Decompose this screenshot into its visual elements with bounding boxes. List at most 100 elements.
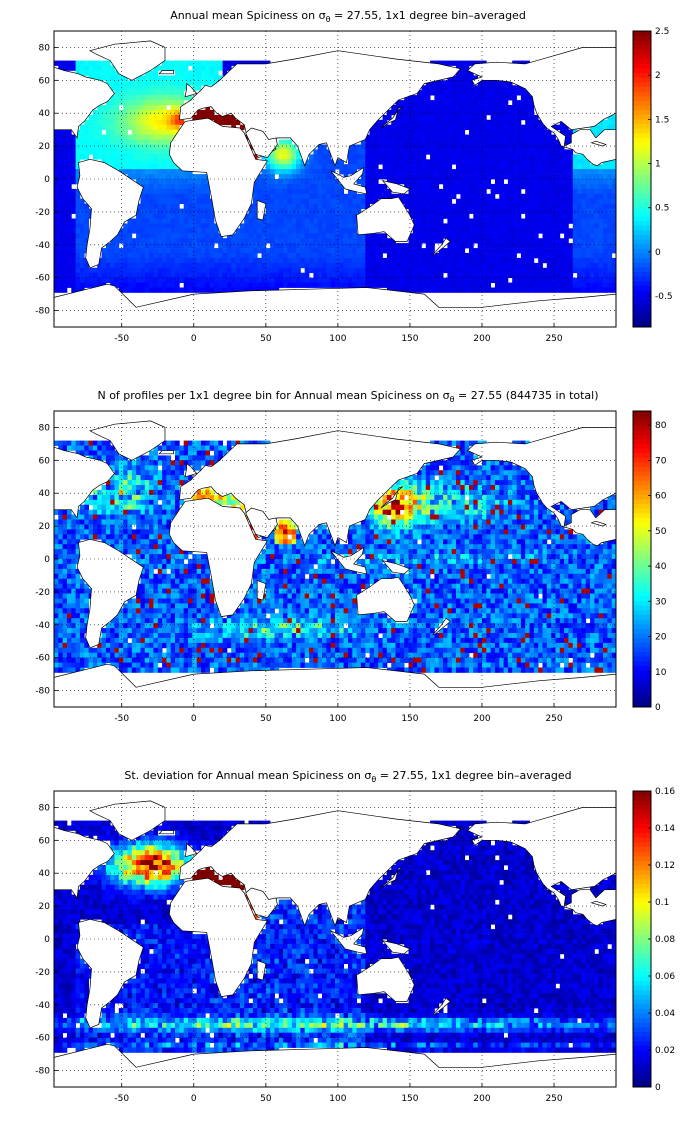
heatmap-cell <box>339 253 344 259</box>
heatmap-cell <box>270 183 275 190</box>
heatmap-cell <box>201 257 206 264</box>
heatmap-cell <box>192 60 197 66</box>
heatmap-cell <box>447 105 453 111</box>
heatmap-cell <box>274 208 280 214</box>
heatmap-cell <box>123 262 128 269</box>
heatmap-cell <box>408 208 414 214</box>
heatmap-cell <box>460 228 466 234</box>
heatmap-cell <box>175 480 180 486</box>
heatmap-cell <box>581 193 587 200</box>
heatmap-cell <box>140 277 146 283</box>
heatmap-cell <box>516 174 522 180</box>
heatmap-cell <box>551 154 556 160</box>
heatmap-cell <box>118 85 124 91</box>
heatmap-cell <box>581 203 587 209</box>
heatmap-cell <box>430 218 435 224</box>
heatmap-cell <box>278 213 284 219</box>
heatmap-cell <box>252 208 258 214</box>
heatmap-cell <box>322 164 327 170</box>
heatmap-cell <box>460 494 466 501</box>
heatmap-cell <box>188 179 193 185</box>
heatmap-cell <box>473 129 478 135</box>
heatmap-cell <box>144 169 150 175</box>
heatmap-cell <box>71 144 76 150</box>
heatmap-cell <box>456 159 461 165</box>
heatmap-cell <box>447 144 453 150</box>
heatmap-cell <box>499 223 504 229</box>
heatmap-cell <box>248 262 254 269</box>
heatmap-cell <box>542 159 548 165</box>
heatmap-cell <box>443 193 448 200</box>
colorbar-segment <box>633 322 651 328</box>
heatmap-cell <box>296 198 301 204</box>
heatmap-cell <box>54 149 59 155</box>
heatmap-cell <box>157 287 163 293</box>
heatmap-cell <box>205 198 210 204</box>
heatmap-cell <box>464 233 470 239</box>
heatmap-cell <box>149 134 154 140</box>
heatmap-cell <box>559 238 565 244</box>
heatmap-cell <box>456 114 461 121</box>
heatmap-cell <box>313 277 319 283</box>
colorbar-segment <box>633 54 651 60</box>
heatmap-cell <box>559 164 565 170</box>
heatmap-cell <box>62 174 68 180</box>
heatmap-cell <box>244 233 249 239</box>
heatmap-cell <box>611 203 617 209</box>
heatmap-cell <box>542 174 548 180</box>
heatmap-cell <box>408 499 414 506</box>
heatmap-cell <box>157 193 163 200</box>
heatmap-cell <box>546 243 552 249</box>
heatmap-cell <box>365 267 370 274</box>
heatmap-cell <box>127 238 133 244</box>
heatmap-cell <box>309 183 314 190</box>
heatmap-cell <box>469 494 474 501</box>
heatmap-cell <box>166 218 172 224</box>
heatmap-cell <box>443 485 448 491</box>
heatmap-cell <box>157 154 163 160</box>
heatmap-cell <box>265 277 271 283</box>
heatmap-cell <box>503 188 509 195</box>
heatmap-cell <box>218 257 223 264</box>
heatmap-cell <box>438 223 444 229</box>
heatmap-cell <box>136 159 141 165</box>
heatmap-cell <box>75 450 81 456</box>
heatmap-cell <box>348 144 353 150</box>
heatmap-cell <box>136 100 141 106</box>
colorbar-segment <box>633 266 651 273</box>
heatmap-cell <box>464 90 470 96</box>
heatmap-cell <box>218 114 223 121</box>
heatmap-cell <box>477 465 483 471</box>
heatmap-cell <box>218 455 223 461</box>
heatmap-cell <box>525 100 530 106</box>
heatmap-cell <box>538 129 543 135</box>
heatmap-cell <box>257 272 262 278</box>
heatmap-cell <box>235 233 241 239</box>
heatmap-cell <box>244 218 249 224</box>
heatmap-cell <box>507 460 513 466</box>
heatmap-cell <box>477 223 483 229</box>
heatmap-cell <box>274 169 280 175</box>
heatmap-cell <box>192 243 197 249</box>
chart-title: Annual mean Spiciness on σθ = 27.55, 1x1… <box>170 9 526 24</box>
heatmap-cell <box>425 480 431 486</box>
heatmap-cell <box>144 119 150 126</box>
heatmap-cell <box>386 134 392 140</box>
heatmap-cell <box>326 228 332 234</box>
heatmap-cell <box>490 154 496 160</box>
heatmap-cell <box>170 95 176 101</box>
heatmap-cell <box>555 179 561 185</box>
heatmap-cell <box>175 257 180 264</box>
heatmap-cell <box>226 440 232 446</box>
heatmap-cell <box>360 154 366 160</box>
heatmap-cell <box>598 129 604 135</box>
heatmap-cell <box>300 203 306 209</box>
heatmap-cell <box>257 267 262 274</box>
heatmap-cell <box>101 489 107 496</box>
heatmap-cell <box>352 243 357 249</box>
heatmap-cell <box>205 267 210 274</box>
heatmap-cell <box>140 179 146 185</box>
heatmap-cell <box>58 238 63 244</box>
heatmap-cell <box>79 243 85 249</box>
heatmap-cell <box>144 80 150 86</box>
